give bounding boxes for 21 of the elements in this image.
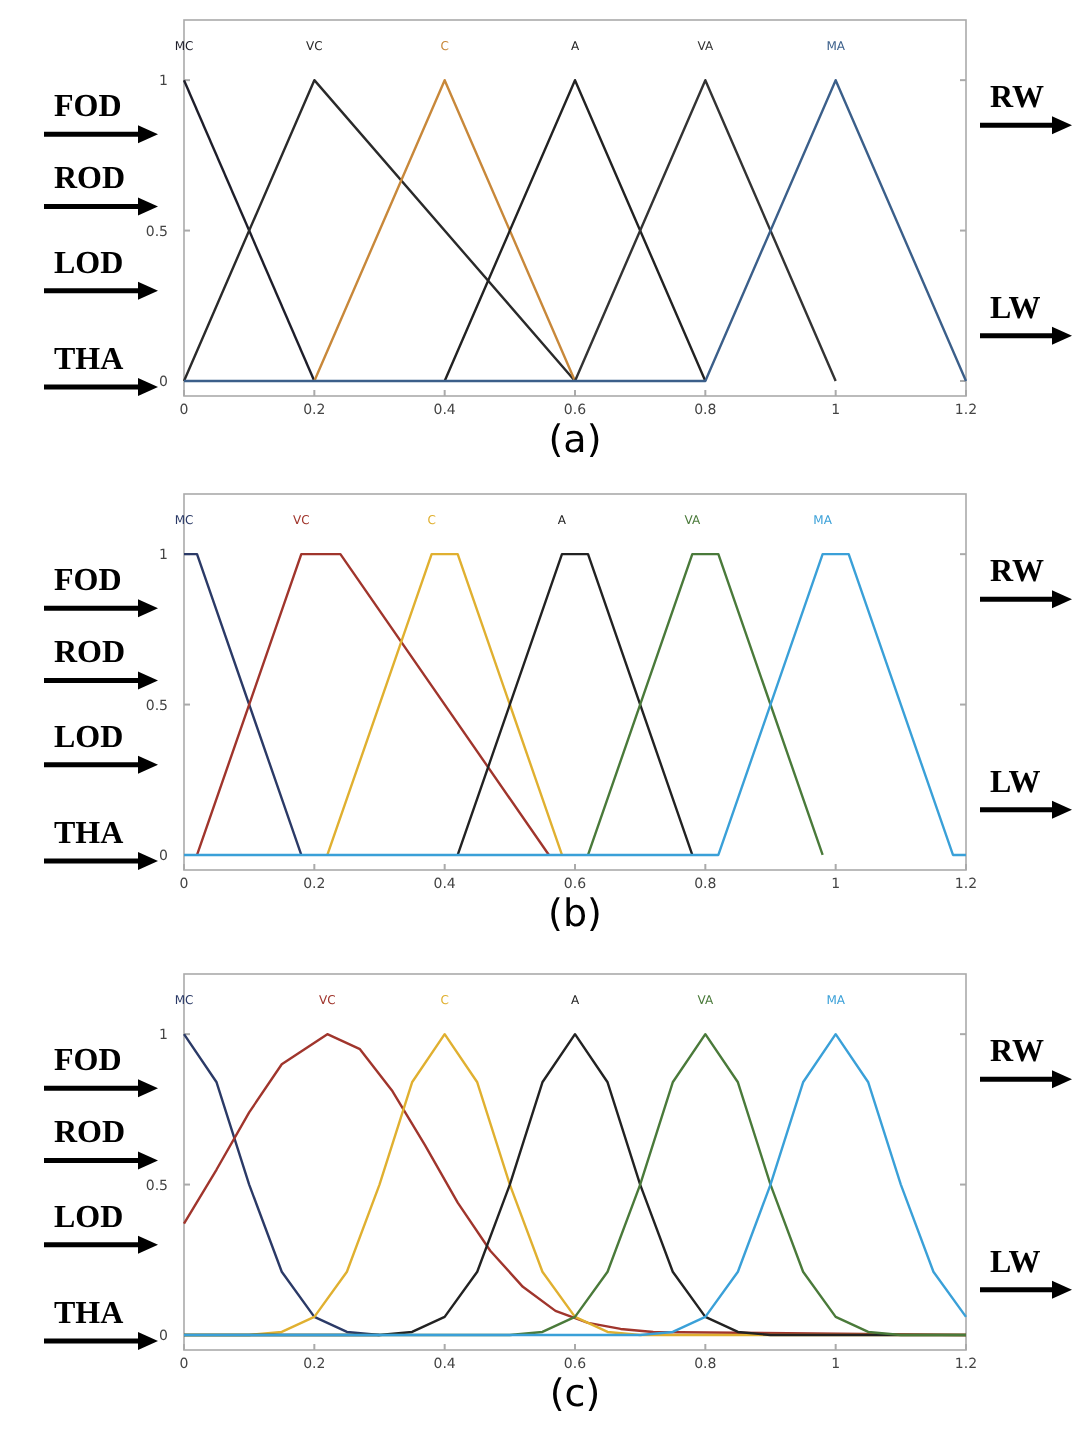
text: ROD	[54, 1116, 126, 1151]
text: (b)	[548, 892, 602, 936]
text: FOD	[54, 1044, 122, 1079]
text: RW	[990, 1035, 1044, 1070]
text: (c)	[549, 1372, 601, 1416]
text: THA	[54, 1296, 125, 1331]
text: LW	[990, 291, 1041, 326]
text: ROD	[54, 162, 126, 197]
text: LOD	[54, 246, 124, 281]
text: RW	[990, 555, 1044, 590]
text: LW	[990, 1245, 1041, 1280]
text: THA	[54, 816, 125, 851]
text: (a)	[548, 418, 602, 462]
text: THA	[54, 342, 125, 377]
text: FOD	[54, 90, 122, 125]
text: RW	[990, 81, 1044, 116]
text: FOD	[54, 564, 122, 599]
text: LW	[990, 765, 1041, 800]
text: LOD	[54, 720, 124, 755]
text: LOD	[54, 1200, 124, 1235]
text: ROD	[54, 636, 126, 671]
